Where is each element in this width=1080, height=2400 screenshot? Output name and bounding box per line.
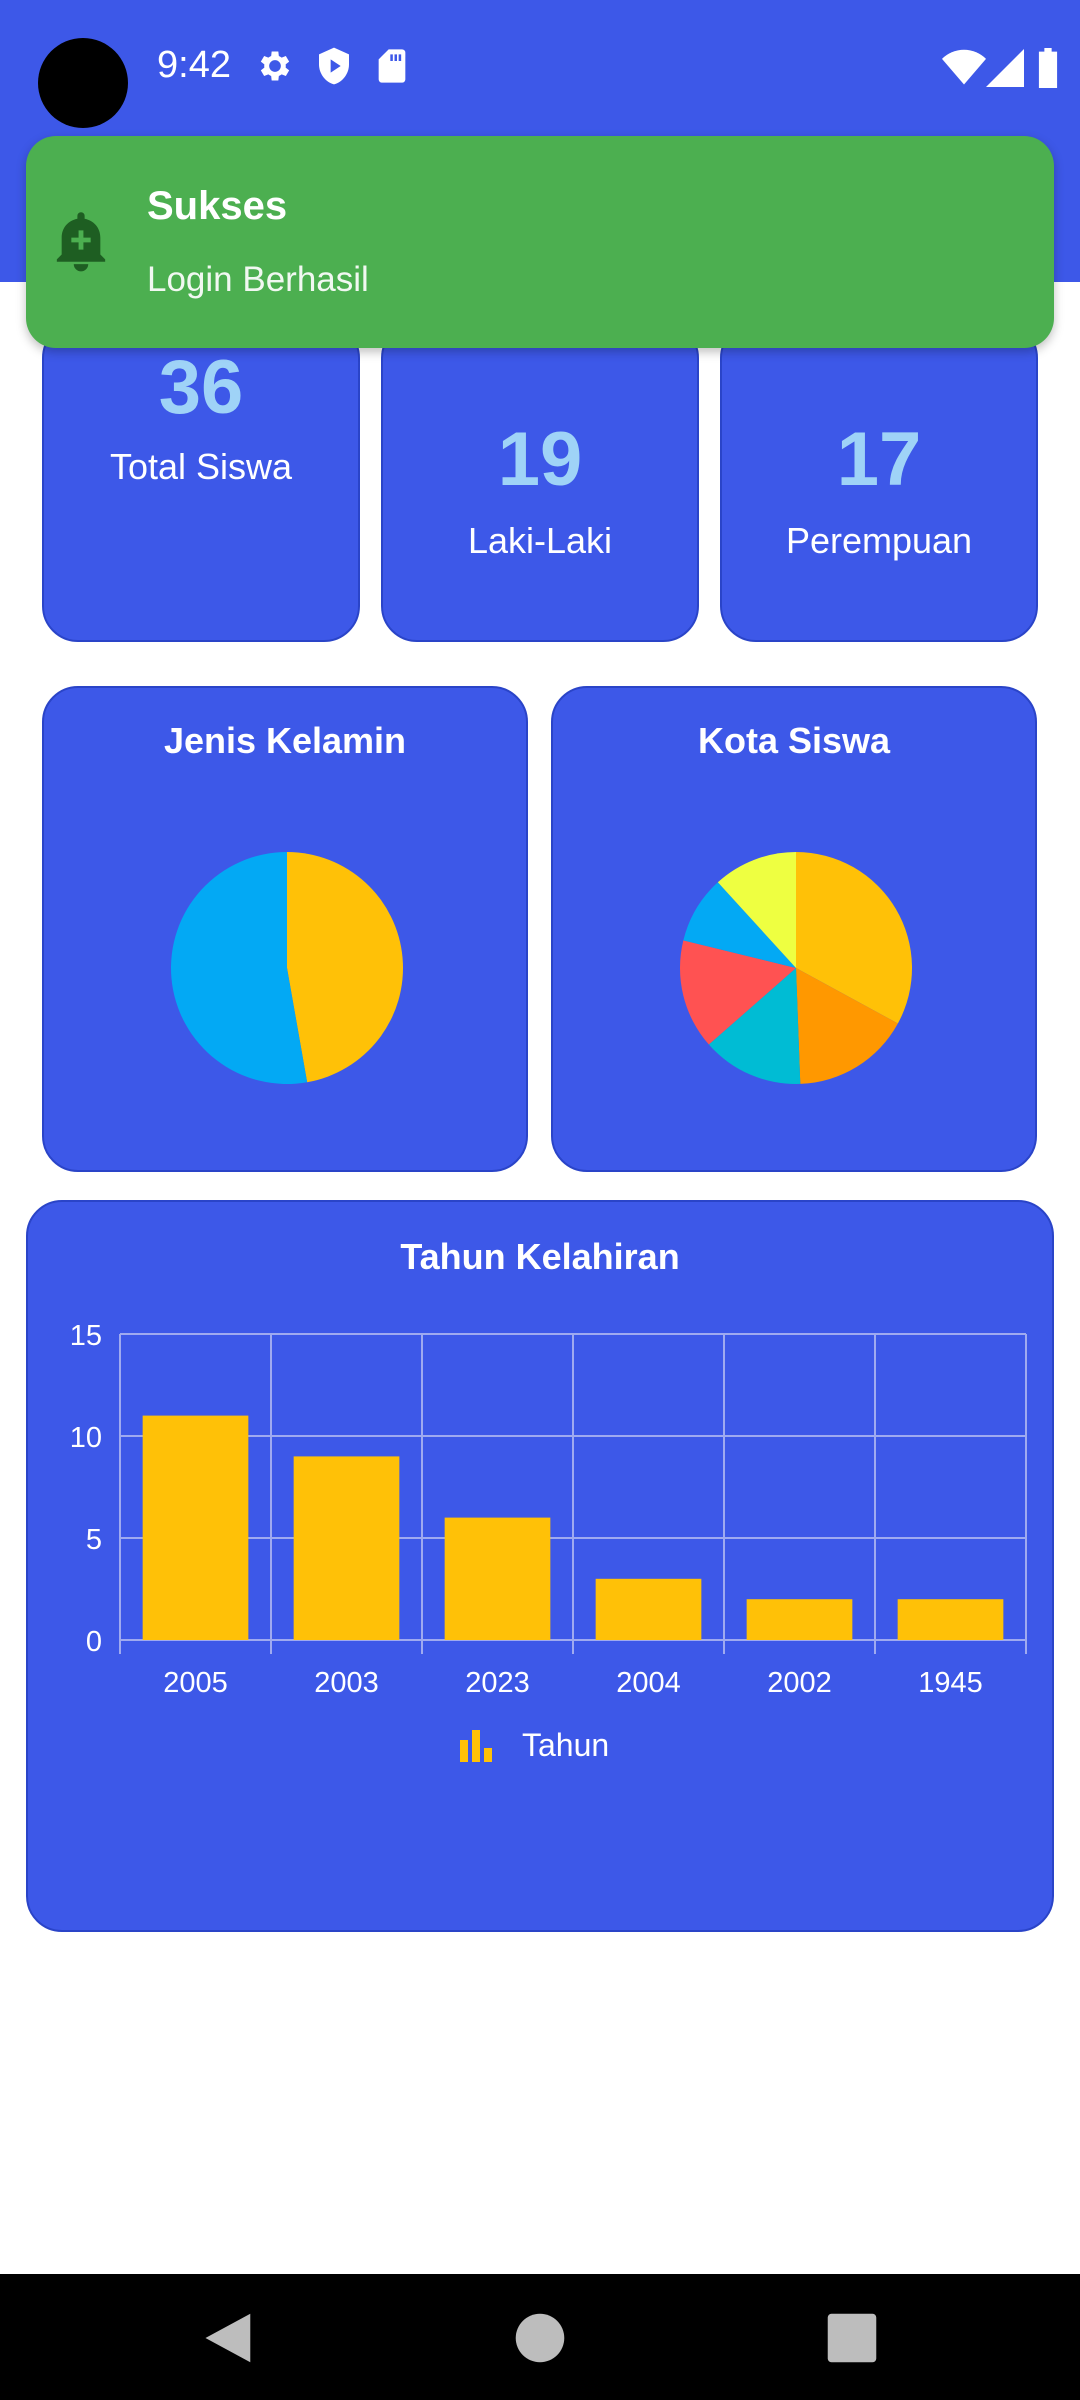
- city-pie-slice-3: [680, 940, 796, 1045]
- city-pie-slice-4: [683, 882, 796, 968]
- pie-chart-city: [680, 852, 912, 1084]
- status-time: 9:42: [157, 44, 231, 86]
- pie-title-city: Kota Siswa: [697, 720, 891, 761]
- y-tick-label: 10: [70, 1422, 102, 1454]
- bar-card-birth-year: Tahun Kelahiran 0 5 10 15 2005 2003 2023 2004 20…: [26, 1200, 1054, 1932]
- y-tick-label: 0: [86, 1626, 102, 1658]
- pie-chart-gender: [170, 852, 403, 1084]
- legend-label: Tahun: [522, 1727, 609, 1763]
- success-toast[interactable]: [26, 136, 1054, 348]
- stat-value-male: 19: [497, 417, 583, 502]
- x-tick-label: 2002: [767, 1667, 832, 1699]
- shield-icon: [319, 47, 349, 85]
- x-tick-label: 2023: [465, 1667, 530, 1699]
- sd-card-icon: [378, 49, 406, 83]
- legend-bar-icon: [484, 1748, 492, 1762]
- camera-cutout: [38, 38, 128, 128]
- stat-card-female: 17 Perempuan: [720, 322, 1038, 642]
- bar-2002: [746, 1599, 853, 1640]
- x-tick-label: 1945: [918, 1667, 983, 1699]
- pie-card-gender: Jenis Kelamin: [42, 686, 528, 1172]
- city-pie-slice-0: [796, 852, 912, 1024]
- bell-plus-icon: [56, 212, 106, 272]
- city-pie-slice-1: [796, 968, 898, 1084]
- city-pie-slice-2: [708, 968, 801, 1084]
- stat-value-female: 17: [836, 417, 922, 502]
- wifi-icon: [942, 49, 986, 85]
- y-tick-label: 5: [86, 1524, 102, 1556]
- home-icon[interactable]: [510, 2310, 570, 2366]
- gender-pie-slice-1: [170, 852, 308, 1084]
- pie-card-city: Kota Siswa: [551, 686, 1037, 1172]
- pie-title-gender: Jenis Kelamin: [163, 720, 407, 761]
- legend-bar-icon: [460, 1740, 468, 1762]
- recents-icon[interactable]: [822, 2310, 882, 2366]
- gear-icon: [260, 51, 290, 81]
- bar-2005: [142, 1415, 249, 1640]
- x-tick-label: 2004: [616, 1667, 681, 1699]
- stat-value-total: 36: [158, 345, 244, 430]
- stat-label-total: Total Siswa: [109, 446, 293, 487]
- battery-icon: [1038, 48, 1058, 88]
- y-tick-label: 15: [70, 1320, 102, 1352]
- stat-card-male: 19 Laki-Laki: [381, 322, 699, 642]
- chart-legend: Tahun: [460, 1727, 609, 1763]
- legend-bar-icon: [472, 1730, 480, 1762]
- bar-title: Tahun Kelahiran: [400, 1236, 680, 1277]
- gender-pie-slice-0: [287, 852, 403, 1083]
- signal-icon: [986, 49, 1024, 87]
- city-pie-slice-5: [717, 852, 796, 968]
- bar-1945: [897, 1599, 1004, 1640]
- stat-label-female: Perempuan: [785, 520, 973, 561]
- x-tick-label: 2003: [314, 1667, 379, 1699]
- bar-2023: [444, 1517, 551, 1640]
- stat-card-total: 36 Total Siswa: [42, 322, 360, 642]
- back-icon[interactable]: [196, 2310, 256, 2366]
- bar-chart-birth-year: 0 5 10 15 2005 2003 2023 2004 2002 1945 Tahun: [70, 1320, 1027, 1763]
- toast-message: Login Berhasil: [147, 260, 369, 299]
- stat-label-male: Laki-Laki: [467, 520, 613, 561]
- bar-2003: [293, 1456, 400, 1640]
- x-tick-label: 2005: [163, 1667, 228, 1699]
- bar-2004: [595, 1578, 702, 1640]
- toast-title: Sukses: [147, 184, 288, 228]
